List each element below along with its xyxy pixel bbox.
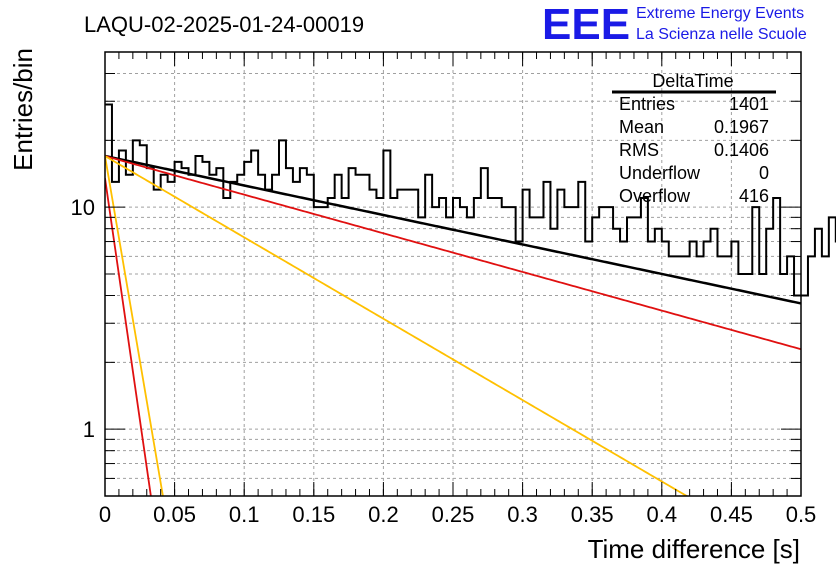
tick-labels: 0 0.05 0.1 0.15 0.2 0.25 0.3 0.35 0.4 0.45 0.5 1 10 <box>71 195 817 527</box>
x-tick-label: 0.25 <box>432 502 475 527</box>
stats-box: DeltaTime Entries 1401 Mean 0.1967 RMS 0.1406… <box>612 71 776 206</box>
stats-label: Entries <box>619 94 675 114</box>
eee-logo: EEE Extreme Energy Events La Scienza nel… <box>542 0 807 49</box>
x-axis-title: Time difference [s] <box>588 534 800 564</box>
stats-label: Mean <box>619 117 664 137</box>
histogram <box>105 103 836 297</box>
stats-label: Overflow <box>619 186 691 206</box>
fit-line <box>105 155 164 496</box>
x-tick-label: 0.5 <box>786 502 817 527</box>
y-tick-label: 10 <box>71 195 95 220</box>
stats-value: 1401 <box>729 94 769 114</box>
x-tick-label: 0.35 <box>571 502 614 527</box>
stats-title: DeltaTime <box>652 71 733 91</box>
fit-line <box>105 155 801 351</box>
fit-line <box>105 154 801 305</box>
x-tick-label: 0.45 <box>710 502 753 527</box>
stats-label: RMS <box>619 140 659 160</box>
y-tick-label: 1 <box>83 417 95 442</box>
x-tick-label: 0.3 <box>507 502 538 527</box>
stats-rows: Entries 1401 Mean 0.1967 RMS 0.1406 Underflow 0… <box>619 94 769 206</box>
plot-frame <box>104 51 802 497</box>
x-tick-label: 0.1 <box>229 502 260 527</box>
x-tick-label: 0.05 <box>153 502 196 527</box>
fit-line <box>105 178 152 496</box>
histogram-outline <box>105 103 836 297</box>
logo-line-2: La Scienza nelle Scuole <box>636 26 807 43</box>
stats-value: 0.1406 <box>714 140 769 160</box>
logo-text: EEE <box>542 0 630 49</box>
fit-line <box>105 155 689 496</box>
x-tick-label: 0.15 <box>292 502 335 527</box>
plot-title: LAQU-02-2025-01-24-00019 <box>84 12 364 37</box>
stats-value: 0 <box>759 163 769 183</box>
x-tick-label: 0 <box>99 502 111 527</box>
axes <box>104 51 802 497</box>
logo-line-1: Extreme Energy Events <box>636 5 804 22</box>
grid <box>105 51 801 497</box>
stats-label: Underflow <box>619 163 701 183</box>
fit-lines <box>105 154 801 496</box>
stats-value: 416 <box>739 186 769 206</box>
x-tick-label: 0.4 <box>647 502 678 527</box>
x-tick-label: 0.2 <box>368 502 399 527</box>
stats-value: 0.1967 <box>714 117 769 137</box>
y-axis-title: Entries/bin <box>8 48 38 171</box>
